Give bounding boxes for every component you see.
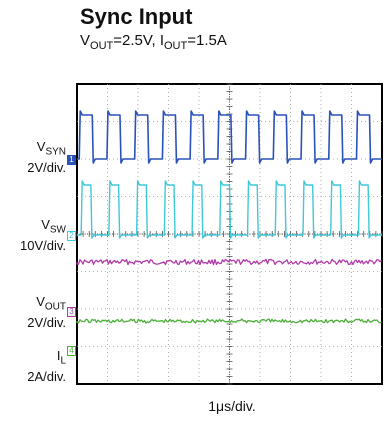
vsyn-trace bbox=[77, 110, 382, 164]
ch3-marker: 3 bbox=[67, 307, 76, 317]
vout-trace bbox=[76, 258, 382, 266]
il-trace bbox=[76, 318, 382, 324]
plot-traces bbox=[76, 110, 382, 324]
oscilloscope-plot bbox=[76, 83, 383, 385]
ch1-marker: 1 bbox=[67, 155, 76, 165]
vsyn-label: VSYN 2V/div. bbox=[27, 139, 66, 175]
ch4-marker: 4 bbox=[67, 346, 76, 356]
chart-title: Sync Input bbox=[80, 4, 193, 29]
vsw-label: VSW 10V/div. bbox=[19, 217, 66, 253]
ch2-marker: 2 bbox=[67, 231, 76, 241]
vsw-trace bbox=[77, 180, 382, 239]
vout-label: VOUT 2V/div. bbox=[27, 294, 66, 330]
x-axis-label: 1μs/div. bbox=[208, 398, 256, 414]
il-label: IL 2A/div. bbox=[27, 348, 66, 384]
chart-subtitle: VOUT=2.5V, IOUT=1.5A bbox=[80, 32, 227, 52]
